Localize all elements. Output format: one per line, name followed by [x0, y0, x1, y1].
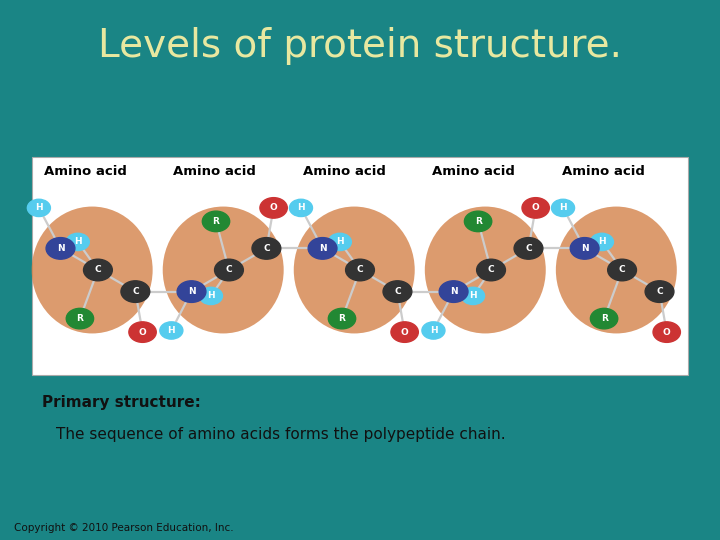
Text: C: C — [525, 244, 532, 253]
Circle shape — [645, 281, 674, 302]
Text: R: R — [474, 217, 482, 226]
Text: C: C — [394, 287, 401, 296]
Circle shape — [252, 238, 281, 259]
Circle shape — [590, 308, 618, 329]
Ellipse shape — [425, 206, 546, 333]
Circle shape — [522, 198, 549, 218]
Text: N: N — [581, 244, 588, 253]
Text: The sequence of amino acids forms the polypeptide chain.: The sequence of amino acids forms the po… — [56, 427, 505, 442]
Text: R: R — [76, 314, 84, 323]
Circle shape — [215, 259, 243, 281]
Circle shape — [84, 259, 112, 281]
Text: O: O — [663, 328, 670, 336]
Text: C: C — [94, 266, 102, 274]
Circle shape — [328, 233, 351, 251]
Text: H: H — [598, 238, 606, 246]
Circle shape — [477, 259, 505, 281]
Circle shape — [346, 259, 374, 281]
Text: C: C — [225, 266, 233, 274]
Ellipse shape — [32, 206, 153, 333]
Text: H: H — [559, 204, 567, 212]
Circle shape — [552, 199, 575, 217]
Text: C: C — [356, 266, 364, 274]
Circle shape — [590, 233, 613, 251]
Text: O: O — [401, 328, 408, 336]
Text: H: H — [74, 238, 81, 246]
Circle shape — [422, 322, 445, 339]
Circle shape — [121, 281, 150, 302]
Text: Primary structure:: Primary structure: — [42, 395, 201, 410]
Text: O: O — [270, 204, 277, 212]
Text: C: C — [132, 287, 139, 296]
Circle shape — [383, 281, 412, 302]
Circle shape — [199, 287, 222, 305]
Circle shape — [308, 238, 337, 259]
Text: Amino acid: Amino acid — [43, 165, 127, 178]
Circle shape — [27, 199, 50, 217]
Circle shape — [570, 238, 599, 259]
Ellipse shape — [556, 206, 677, 333]
Circle shape — [391, 322, 418, 342]
Text: Amino acid: Amino acid — [432, 165, 516, 178]
Text: H: H — [430, 326, 437, 335]
Text: C: C — [263, 244, 270, 253]
Circle shape — [464, 211, 492, 232]
Text: H: H — [469, 292, 477, 300]
Text: Amino acid: Amino acid — [562, 165, 645, 178]
Circle shape — [66, 233, 89, 251]
Ellipse shape — [163, 206, 284, 333]
Text: H: H — [168, 326, 175, 335]
Text: Copyright © 2010 Pearson Education, Inc.: Copyright © 2010 Pearson Education, Inc. — [14, 523, 234, 533]
Circle shape — [439, 281, 468, 302]
Circle shape — [160, 322, 183, 339]
Text: H: H — [207, 292, 215, 300]
Text: C: C — [656, 287, 663, 296]
Text: Levels of protein structure.: Levels of protein structure. — [98, 27, 622, 65]
Text: R: R — [338, 314, 346, 323]
Text: N: N — [188, 287, 195, 296]
Circle shape — [289, 199, 312, 217]
Text: N: N — [450, 287, 457, 296]
Text: O: O — [532, 204, 539, 212]
Circle shape — [653, 322, 680, 342]
Circle shape — [46, 238, 75, 259]
Text: H: H — [35, 204, 42, 212]
Text: H: H — [336, 238, 343, 246]
Circle shape — [66, 308, 94, 329]
Text: O: O — [139, 328, 146, 336]
Circle shape — [462, 287, 485, 305]
FancyBboxPatch shape — [32, 157, 688, 375]
Text: N: N — [57, 244, 64, 253]
Circle shape — [177, 281, 206, 302]
Circle shape — [260, 198, 287, 218]
Text: Amino acid: Amino acid — [302, 165, 386, 178]
Text: R: R — [212, 217, 220, 226]
Circle shape — [328, 308, 356, 329]
Text: Amino acid: Amino acid — [173, 165, 256, 178]
Circle shape — [202, 211, 230, 232]
Text: H: H — [297, 204, 305, 212]
Text: N: N — [319, 244, 326, 253]
Circle shape — [514, 238, 543, 259]
Circle shape — [129, 322, 156, 342]
Text: R: R — [600, 314, 608, 323]
Text: C: C — [487, 266, 495, 274]
Ellipse shape — [294, 206, 415, 333]
Text: C: C — [618, 266, 626, 274]
Circle shape — [608, 259, 636, 281]
